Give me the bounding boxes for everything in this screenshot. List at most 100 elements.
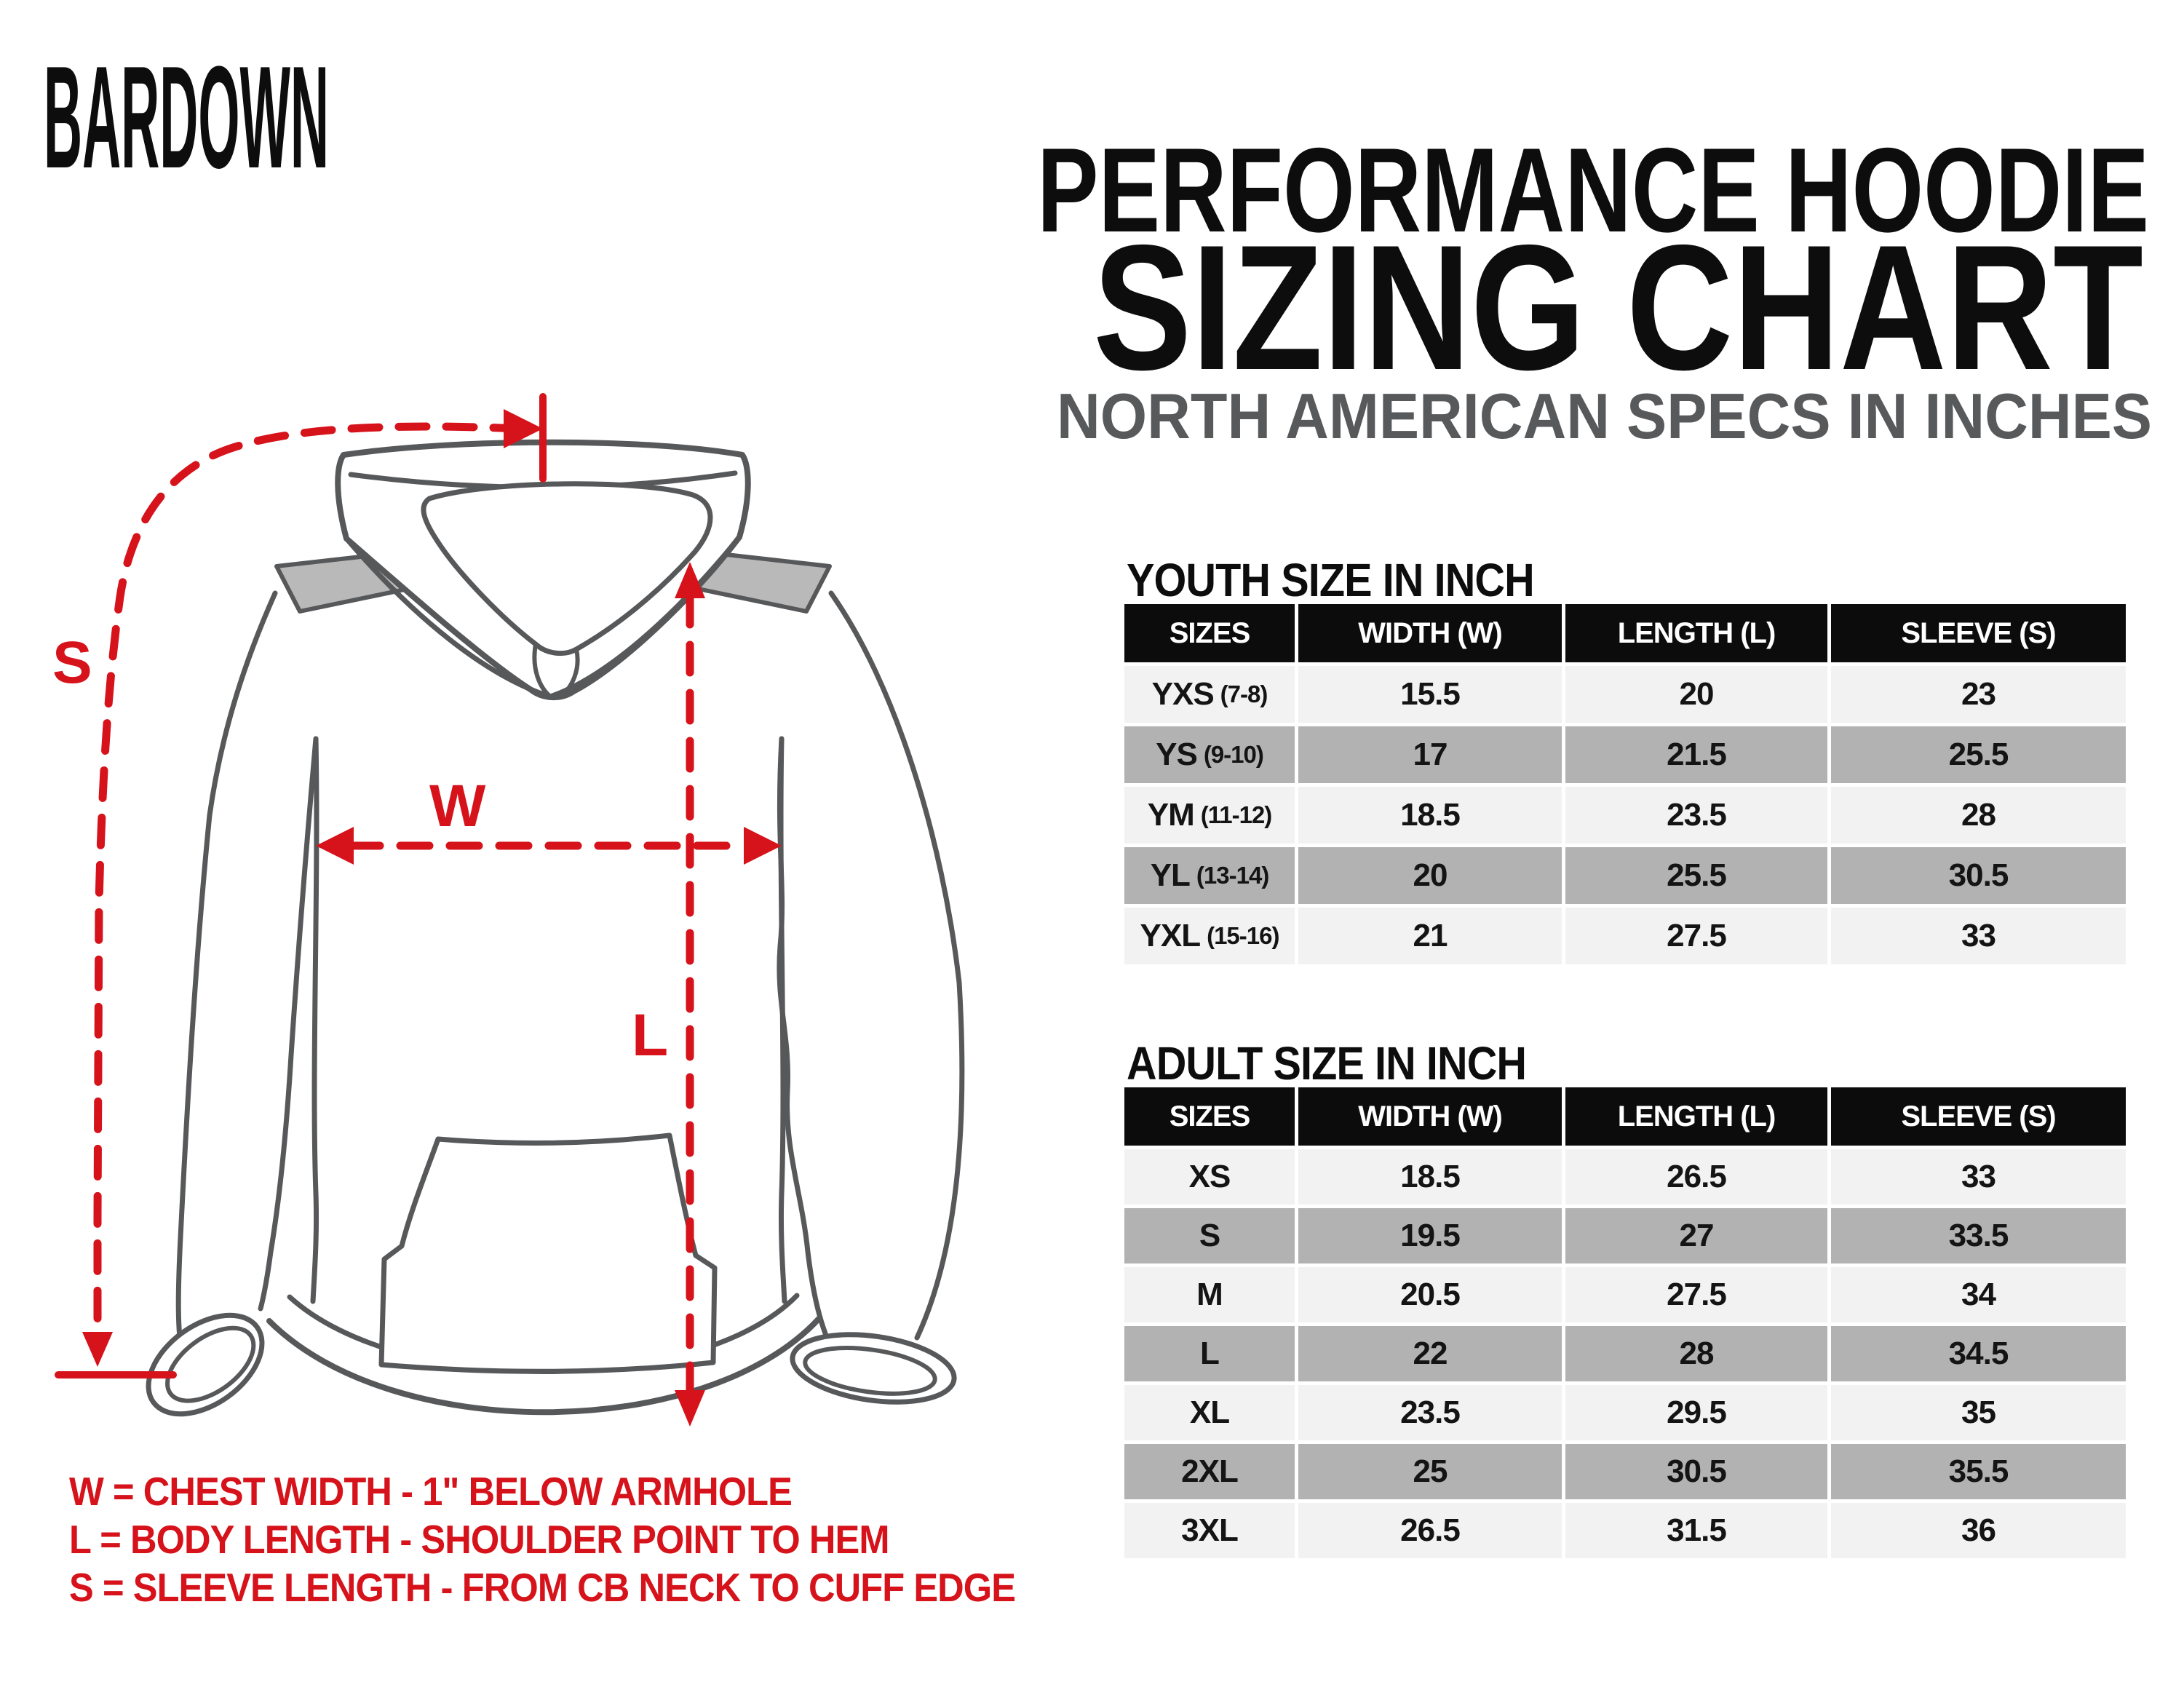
- value-cell: 23.5: [1298, 1385, 1562, 1440]
- hoodie-collar-right: [547, 534, 742, 699]
- adult-table-title: ADULT SIZE IN INCH: [1127, 1037, 1527, 1090]
- value-cell: 28: [1565, 1326, 1827, 1381]
- value-cell: 34.5: [1831, 1326, 2126, 1381]
- value-cell: 33.5: [1831, 1208, 2126, 1263]
- value-cell: 27: [1565, 1208, 1827, 1263]
- hoodie-collar-left: [344, 536, 553, 699]
- value-cell: 25.5: [1831, 726, 2126, 783]
- size-cell: YM (11-12): [1124, 787, 1295, 844]
- header-cell: SIZES: [1124, 1087, 1295, 1146]
- youth-size-table: SIZES WIDTH (W) LENGTH (L) SLEEVE (S) YX…: [1124, 604, 2126, 964]
- value-cell: 26.5: [1565, 1149, 1827, 1205]
- measurement-labels: S W L: [52, 630, 668, 1068]
- label-length: L: [632, 1002, 668, 1068]
- adult-size-table: SIZES WIDTH (W) LENGTH (L) SLEEVE (S) XS…: [1124, 1087, 2126, 1558]
- header-cell: SLEEVE (S): [1831, 1087, 2126, 1146]
- hoodie-left-cuff: [146, 1312, 265, 1417]
- brand-logo: BARDOWN: [44, 51, 329, 182]
- page-title-block: PERFORMANCE HOODIE SIZING CHART NORTH AM…: [1037, 124, 2152, 452]
- page-title-line2: SIZING CHART: [1093, 207, 2143, 407]
- size-label: YXS: [1151, 676, 1215, 712]
- header-cell: WIDTH (W): [1298, 604, 1562, 662]
- value-cell: 18.5: [1298, 787, 1562, 844]
- size-cell: S: [1124, 1208, 1295, 1263]
- value-cell: 35.5: [1831, 1444, 2126, 1499]
- page-title-line1: PERFORMANCE HOODIE: [1037, 124, 2149, 257]
- value-cell: 33: [1831, 1149, 2126, 1205]
- arrow-l-bottom: [675, 1390, 705, 1427]
- hoodie-left-sleeve-inner: [258, 736, 319, 1312]
- hoodie-right-cuff: [790, 1332, 957, 1405]
- hoodie-collar-funnel: [532, 642, 580, 699]
- legend-line-width: W = CHEST WIDTH - 1" BELOW ARMHOLE: [69, 1469, 793, 1514]
- size-label: YL: [1150, 857, 1191, 893]
- age-range: (13-14): [1196, 862, 1269, 889]
- label-sleeve: S: [52, 630, 92, 696]
- value-cell: 26.5: [1298, 1503, 1562, 1558]
- value-cell: 22: [1298, 1326, 1562, 1381]
- header-cell: LENGTH (L): [1565, 604, 1827, 662]
- sleeve-measure-line: [93, 422, 525, 1352]
- value-cell: 23.5: [1565, 787, 1827, 844]
- age-range: (7-8): [1220, 681, 1268, 707]
- page-subtitle: NORTH AMERICAN SPECS IN INCHES: [1057, 380, 2152, 452]
- size-cell: YXS (7-8): [1124, 666, 1295, 723]
- size-cell: 3XL: [1124, 1503, 1295, 1558]
- value-cell: 20: [1565, 666, 1827, 723]
- hoodie-pocket: [378, 1132, 718, 1374]
- legend-line-length: L = BODY LENGTH - SHOULDER POINT TO HEM: [69, 1517, 890, 1562]
- value-cell: 34: [1831, 1267, 2126, 1322]
- arrow-s-bottom: [82, 1332, 113, 1367]
- value-cell: 35: [1831, 1385, 2126, 1440]
- value-cell: 21: [1298, 908, 1562, 964]
- size-cell: XL: [1124, 1385, 1295, 1440]
- hoodie-hem-lower: [266, 1316, 822, 1416]
- header-cell: WIDTH (W): [1298, 1087, 1562, 1146]
- age-range: (15-16): [1207, 922, 1279, 949]
- size-cell: L: [1124, 1326, 1295, 1381]
- value-cell: 19.5: [1298, 1208, 1562, 1263]
- value-cell: 15.5: [1298, 666, 1562, 723]
- brand-logo-text: BARDOWN: [44, 51, 329, 182]
- value-cell: 33: [1831, 908, 2126, 964]
- youth-table-title: YOUTH SIZE IN INCH: [1127, 554, 1535, 606]
- size-cell: 2XL: [1124, 1444, 1295, 1499]
- arrow-s-tip: [504, 409, 543, 448]
- hoodie-diagram: S W L: [52, 393, 965, 1427]
- value-cell: 36: [1831, 1503, 2126, 1558]
- size-label: YM: [1147, 797, 1195, 833]
- value-cell: 20: [1298, 847, 1562, 904]
- value-cell: 18.5: [1298, 1149, 1562, 1205]
- legend-line-sleeve: S = SLEEVE LENGTH - FROM CB NECK TO CUFF…: [69, 1565, 1016, 1610]
- value-cell: 28: [1831, 787, 2126, 844]
- measurement-legend: W = CHEST WIDTH - 1" BELOW ARMHOLE L = B…: [69, 1467, 1016, 1611]
- value-cell: 27.5: [1565, 1267, 1827, 1322]
- size-cell: YS (9-10): [1124, 726, 1295, 783]
- hoodie-left-sleeve-outer: [175, 590, 278, 1357]
- size-label: YS: [1156, 737, 1198, 772]
- label-width: W: [429, 773, 486, 839]
- value-cell: 23: [1831, 666, 2126, 723]
- size-cell: M: [1124, 1267, 1295, 1322]
- value-cell: 20.5: [1298, 1267, 1562, 1322]
- measurement-arrowheads: [82, 409, 782, 1427]
- arrow-w-left: [316, 827, 354, 865]
- value-cell: 25: [1298, 1444, 1562, 1499]
- size-label: YXL: [1140, 918, 1202, 953]
- hoodie-hood-opening: [421, 481, 713, 656]
- age-range: (11-12): [1200, 801, 1273, 828]
- size-cell: YL (13-14): [1124, 847, 1295, 904]
- age-range: (9-10): [1203, 741, 1264, 768]
- header-cell: SIZES: [1124, 604, 1295, 662]
- hoodie-right-sleeve-inner: [777, 736, 828, 1336]
- size-cell: XS: [1124, 1149, 1295, 1205]
- value-cell: 21.5: [1565, 726, 1827, 783]
- hoodie-body-left-seam: [310, 736, 319, 1304]
- value-cell: 30.5: [1831, 847, 2126, 904]
- arrow-l-top: [675, 562, 705, 598]
- value-cell: 31.5: [1565, 1503, 1827, 1558]
- value-cell: 27.5: [1565, 908, 1827, 964]
- value-cell: 29.5: [1565, 1385, 1827, 1440]
- header-cell: SLEEVE (S): [1831, 604, 2126, 662]
